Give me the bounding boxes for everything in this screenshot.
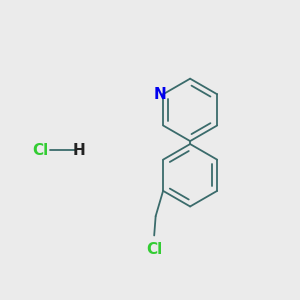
Text: Cl: Cl [146,242,162,257]
Text: H: H [72,142,85,158]
Text: N: N [153,87,166,102]
Text: Cl: Cl [32,142,48,158]
